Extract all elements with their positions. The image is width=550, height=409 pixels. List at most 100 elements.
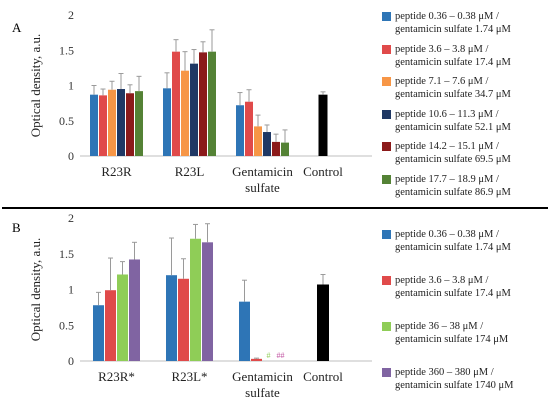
y-tick-label: 0.5 (59, 114, 74, 128)
y-tick-label: 2 (68, 8, 74, 22)
legend-label: peptide 7.1 – 7.6 μM / gentamicin sulfate… (395, 75, 511, 101)
legend-panel-b: peptide 0.36 – 0.38 μM / gentamicin sulfa… (382, 220, 550, 405)
legend-item: peptide 360 – 380 μM / gentamicin sulfate… (382, 366, 550, 394)
legend-label: peptide 0.36 – 0.38 μM / gentamicin sulfa… (395, 228, 511, 254)
legend-label-line: peptide 17.7 – 18.9 μM / (395, 173, 499, 185)
panel-label-a: A (12, 20, 22, 35)
legend-label-line: gentamicin sulfate 69.5 μM (395, 154, 511, 165)
bar (272, 141, 280, 156)
bar (93, 305, 104, 361)
legend-swatch (382, 12, 391, 21)
legend-swatch (382, 77, 391, 86)
bar (245, 101, 253, 156)
legend-label-line: peptide 7.1 – 7.6 μM / (395, 76, 489, 87)
legend-swatch (382, 142, 391, 151)
bar (117, 89, 125, 156)
bar (190, 238, 201, 361)
bar (202, 242, 213, 361)
bar (254, 126, 262, 156)
legend-item: peptide 3.6 – 3.8 μM / gentamicin sulfate… (382, 274, 550, 302)
legend-label-line: peptide 0.36 – 0.38 μM / (395, 11, 499, 22)
legend-swatch (382, 322, 391, 331)
bar (108, 89, 116, 156)
category-label: Control (303, 369, 343, 384)
category-label: Gentamicin (232, 369, 293, 384)
y-axis-label: Optical density, a.u. (28, 34, 43, 138)
legend-item: peptide 0.36 – 0.38 μM / gentamicin sulfa… (382, 10, 550, 38)
legend-swatch (382, 368, 391, 377)
category-label: R23R (101, 164, 132, 179)
legend-label-line: gentamicin sulfate 86.9 μM (395, 186, 511, 198)
panel-divider (2, 207, 548, 209)
legend-label: peptide 10.6 – 11.3 μM / gentamicin sulfa… (395, 108, 511, 134)
category-label: R23R* (98, 369, 135, 384)
bar (181, 70, 189, 156)
legend-label-line: gentamicin sulfate 174 μM (395, 334, 509, 345)
category-label: R23L (175, 164, 205, 179)
y-tick-label: 0 (68, 354, 74, 368)
legend-panel-a: peptide 0.36 – 0.38 μM / gentamicin sulfa… (382, 10, 550, 205)
y-tick-label: 1.5 (59, 43, 74, 57)
y-tick-label: 2 (68, 211, 74, 225)
y-tick-label: 0 (68, 149, 74, 163)
significance-marker: # (267, 351, 271, 360)
bar (190, 63, 198, 156)
bar (251, 358, 262, 361)
legend-label-line: gentamicin sulfate 52.1 μM (395, 121, 511, 133)
legend-label-line: gentamicin sulfate 17.4 μM (395, 56, 511, 68)
legend-swatch (382, 109, 391, 119)
legend-label-line: gentamicin sulfate 1.74 μM (395, 24, 511, 35)
legend-label-line: peptide 14.2 – 15.1 μM / (395, 141, 499, 152)
legend-label-line: gentamicin sulfate 1.74 μM (395, 242, 511, 253)
legend-swatch (382, 230, 391, 239)
bar (129, 259, 140, 361)
legend-label-line: peptide 36 – 38 μM / (395, 321, 484, 332)
legend-label: peptide 36 – 38 μM / gentamicin sulfate 1… (395, 320, 508, 346)
legend-label-line: peptide 3.6 – 3.8 μM / (395, 275, 489, 286)
legend-label-line: peptide 360 – 380 μM / (395, 367, 494, 378)
legend-label: peptide 17.7 – 18.9 μM / gentamicin sulfa… (395, 173, 511, 199)
y-tick-label: 1 (68, 79, 74, 93)
legend-label: peptide 0.36 – 0.38 μM / gentamicin sulfa… (395, 10, 511, 36)
legend-item: peptide 7.1 – 7.6 μM / gentamicin sulfate… (382, 75, 550, 103)
bar (90, 94, 98, 156)
legend-label: peptide 360 – 380 μM / gentamicin sulfate… (395, 366, 513, 392)
legend-item: peptide 10.6 – 11.3 μM / gentamicin sulfa… (382, 108, 550, 136)
legend-label-line: gentamicin sulfate 34.7 μM (395, 89, 511, 100)
bar (236, 105, 244, 156)
legend-label: peptide 3.6 – 3.8 μM / gentamicin sulfate… (395, 274, 511, 300)
legend-swatch (382, 44, 391, 54)
legend-item: peptide 3.6 – 3.8 μM / gentamicin sulfate… (382, 43, 550, 71)
panel-label-b: B (12, 220, 21, 235)
chart-panel-a: Optical density, a.u. 0 0.5 1 1.5 2 R23R R23L Ge… (28, 8, 372, 195)
category-label: Gentamicin (232, 164, 293, 179)
chart-panel-b: Optical density, a.u.00.511.52# ##R23R* R2… (28, 211, 372, 400)
legend-label-line: gentamicin sulfate 17.4 μM (395, 288, 511, 299)
bar (172, 51, 180, 156)
category-label: sulfate (245, 385, 280, 400)
bar (99, 95, 107, 156)
y-tick-label: 1.5 (59, 247, 74, 261)
legend-swatch (382, 276, 391, 285)
bar-control (317, 284, 329, 361)
y-tick-label: 1 (68, 283, 74, 297)
legend-label-line: peptide 0.36 – 0.38 μM / (395, 229, 499, 240)
bar (126, 93, 134, 156)
category-label: sulfate (245, 180, 280, 195)
bar (135, 91, 143, 156)
y-axis-label: Optical density, a.u. (28, 238, 43, 342)
bar (178, 278, 189, 361)
legend-item: peptide 14.2 – 15.1 μM / gentamicin sulfa… (382, 140, 550, 168)
bar (166, 275, 177, 361)
legend-item: peptide 17.7 – 18.9 μM / gentamicin sulfa… (382, 173, 550, 201)
legend-item: peptide 0.36 – 0.38 μM / gentamicin sulfa… (382, 228, 550, 256)
category-label: R23L* (171, 369, 207, 384)
bar (281, 142, 289, 156)
bar (117, 274, 128, 361)
bar (208, 51, 216, 156)
legend-swatch (382, 174, 391, 184)
legend-item: peptide 36 – 38 μM / gentamicin sulfate 1… (382, 320, 550, 348)
y-tick-label: 0.5 (59, 318, 74, 332)
legend-label-line: peptide 10.6 – 11.3 μM / (395, 108, 499, 120)
